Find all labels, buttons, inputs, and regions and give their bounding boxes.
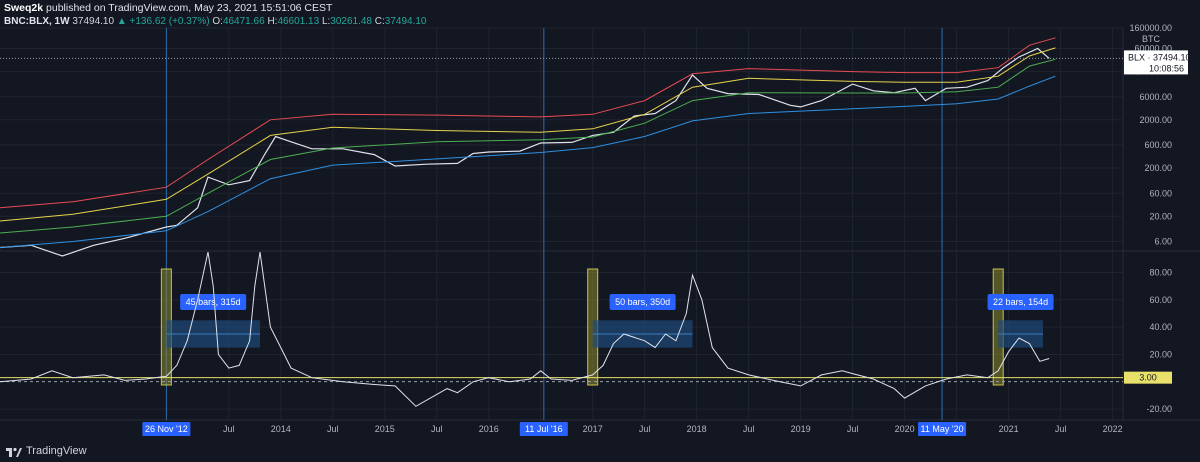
oscillator-tick-label: 40.00 <box>1149 322 1172 332</box>
change-value: +136.62 (+0.37%) <box>129 16 210 27</box>
price-tick-label: 160000.00 <box>1129 23 1172 33</box>
grid-layer <box>0 27 1200 421</box>
time-tick-label: 2019 <box>791 424 811 434</box>
series-lower-mid-band <box>0 58 1056 234</box>
time-tick-label: Jul <box>1055 424 1067 434</box>
publish-header: Sweq2k published on TradingView.com, May… <box>4 2 332 15</box>
range-label-badge <box>987 294 1054 310</box>
threshold-badge <box>1124 371 1172 384</box>
price-tick-label: 2000.00 <box>1139 115 1172 125</box>
tradingview-logo[interactable]: TradingView <box>6 445 87 457</box>
series-layer <box>0 37 1123 407</box>
range-label-badge <box>609 294 676 310</box>
chart-canvas[interactable]: 45 bars, 315d 50 bars, 350d 22 bars, 154d … <box>0 0 1200 442</box>
time-tick-label: Jul <box>431 424 443 434</box>
author-name: Sweq2k <box>4 2 44 14</box>
axis-layer: 160000.0060000.0020000.006000.002000.006… <box>142 23 1191 436</box>
change-up-icon: ▲ <box>116 16 127 27</box>
threshold-label: 3.00 <box>1139 373 1157 383</box>
range-label-text: 50 bars, 350d <box>615 297 670 307</box>
price-tick-label: 600.00 <box>1144 140 1172 150</box>
open-label: O: <box>212 16 223 27</box>
series-blx <box>0 47 1050 257</box>
time-tick-label: 2018 <box>687 424 707 434</box>
open-value: 46471.66 <box>222 16 265 27</box>
annotation-layer: 45 bars, 315d 50 bars, 350d 22 bars, 154d <box>160 268 1054 386</box>
last-price-badge <box>1124 50 1188 75</box>
time-tick-label: 2020 <box>895 424 915 434</box>
tradingview-icon <box>6 447 22 457</box>
marker-layer <box>165 28 943 420</box>
range-label-text: 45 bars, 315d <box>186 297 241 307</box>
footer-bar <box>0 442 1200 462</box>
series-upper-band <box>0 37 1056 209</box>
date-marker-badge <box>918 422 967 436</box>
series-mid-band <box>0 47 1056 222</box>
brand-text: TradingView <box>26 445 87 457</box>
close-label: C: <box>374 16 385 27</box>
ohlc-legend: BNC:BLX, 1W 37494.10 ▲ +136.62 (+0.37%) … <box>4 15 427 28</box>
oscillator-tick-label: -20.00 <box>1146 404 1172 414</box>
oscillator-tick-label: 20.00 <box>1149 349 1172 359</box>
close-value: 37494.10 <box>384 16 427 27</box>
time-tick-label: Jul <box>639 424 651 434</box>
price-tick-label: 6.00 <box>1154 237 1172 247</box>
date-marker-label: 11 May '20 <box>921 424 964 434</box>
symbol-label: BNC:BLX, 1W <box>4 16 70 27</box>
price-tick-label: 60000.00 <box>1134 44 1172 54</box>
high-label: H: <box>267 16 278 27</box>
range-label-text: 22 bars, 154d <box>993 297 1048 307</box>
time-tick-label: 2017 <box>583 424 603 434</box>
time-tick-label: Jul <box>327 424 339 434</box>
range-label-badge <box>180 294 247 310</box>
low-label: L: <box>321 16 331 27</box>
time-tick-label: Jul <box>223 424 235 434</box>
date-marker-label: 26 Nov '12 <box>145 424 188 434</box>
time-tick-label: 2014 <box>271 424 291 434</box>
time-tick-label: Jul <box>847 424 859 434</box>
time-tick-label: 2021 <box>999 424 1019 434</box>
high-value: 46601.13 <box>277 16 320 27</box>
countdown-label: 10:08:56 <box>1149 63 1184 73</box>
series-oscillator <box>0 252 1050 407</box>
time-tick-label: 2022 <box>1103 424 1123 434</box>
time-tick-label: 2016 <box>479 424 499 434</box>
price-tick-label: 200.00 <box>1144 163 1172 173</box>
series-lower-band <box>0 75 1056 248</box>
time-tick-label: 2015 <box>375 424 395 434</box>
low-value: 30261.48 <box>330 16 372 27</box>
oscillator-tick-label: 60.00 <box>1149 295 1172 305</box>
price-tick-label: 20.00 <box>1149 211 1172 221</box>
price-tick-label: 60.00 <box>1149 188 1172 198</box>
price-unit-label: BTC <box>1142 34 1161 44</box>
date-marker-badge <box>519 422 568 436</box>
time-tick-label: Jul <box>743 424 755 434</box>
date-marker-badge <box>142 422 191 436</box>
last-price-label: BLX · 37494.10 <box>1128 52 1191 62</box>
oscillator-tick-label: 80.00 <box>1149 267 1172 277</box>
price-tick-label: 6000.00 <box>1139 92 1172 102</box>
last-price: 37494.10 <box>72 16 115 27</box>
published-text: published on TradingView.com, May 23, 20… <box>46 2 333 14</box>
date-marker-label: 11 Jul '16 <box>525 424 563 434</box>
